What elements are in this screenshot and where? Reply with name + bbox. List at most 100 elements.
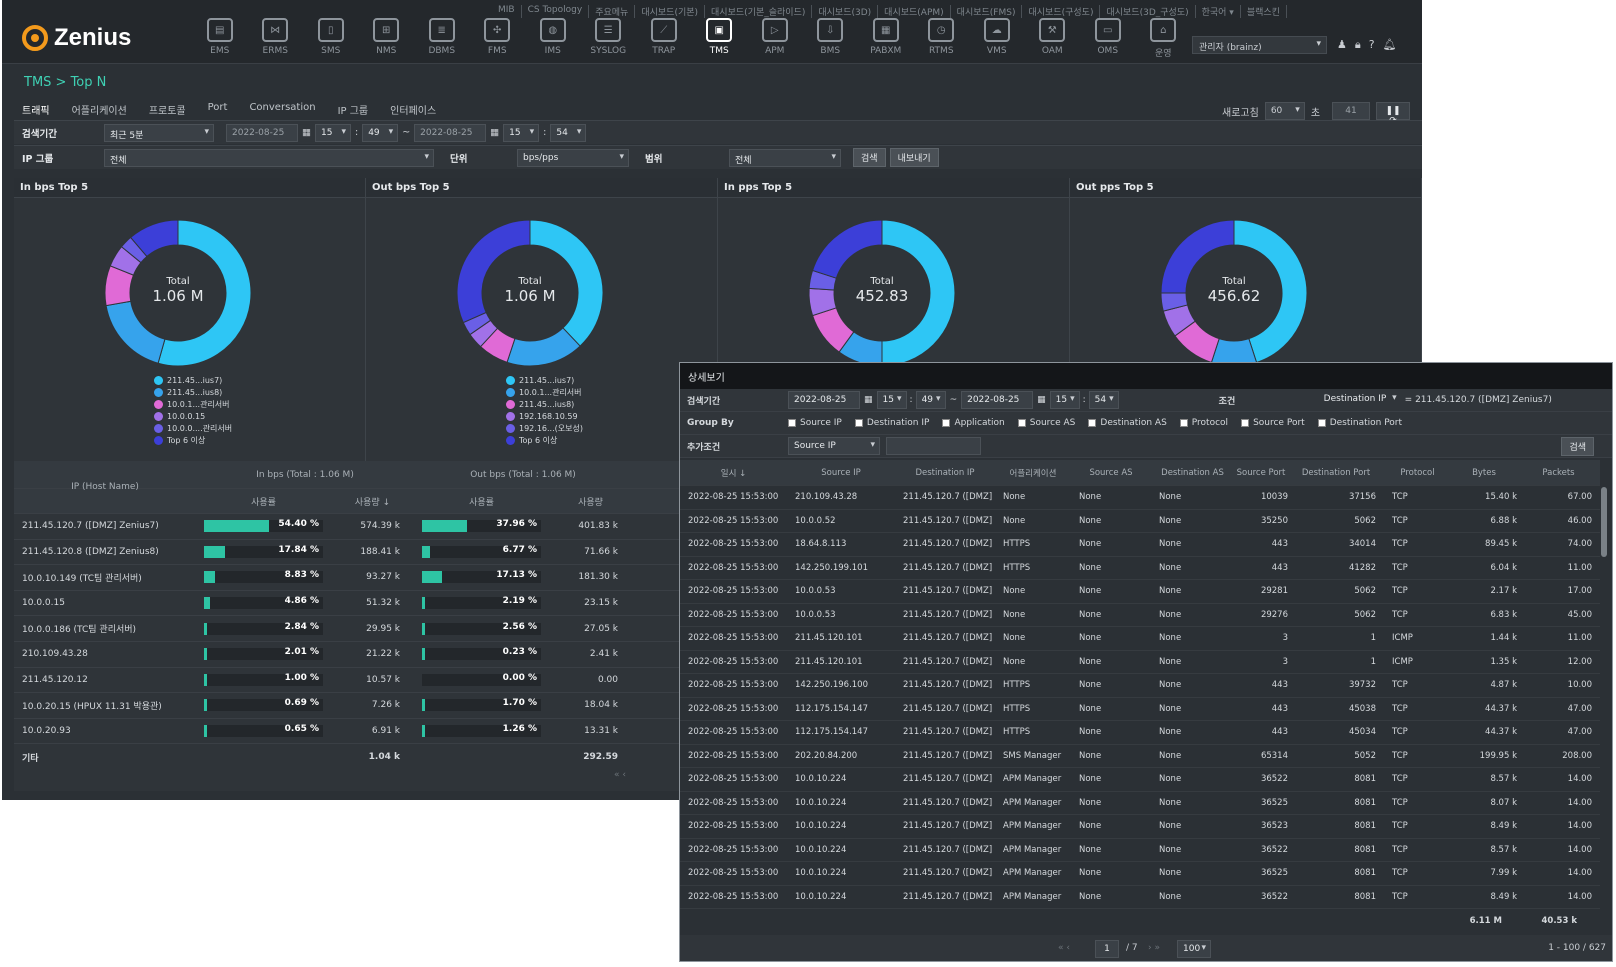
module-운영[interactable]: ⌂ 운영	[1136, 18, 1192, 59]
end-minute-select[interactable]: 54	[550, 123, 587, 142]
top-link[interactable]: 대시보드(구성도)	[1022, 5, 1101, 18]
checkbox-box[interactable]	[942, 419, 951, 427]
module-ims[interactable]: ◍ IMS	[525, 18, 581, 59]
groupby-checkbox[interactable]: Destination IP	[854, 418, 929, 428]
pager-next-last[interactable]: › »	[1148, 943, 1160, 953]
grid-row[interactable]: 2022-08-25 15:53:00 142.250.196.100 211.45…	[680, 674, 1600, 698]
checkbox-box[interactable]	[1317, 419, 1326, 427]
top-link[interactable]: 대시보드(3D_구성도)	[1100, 5, 1196, 18]
module-syslog[interactable]: ☰ SYSLOG	[581, 18, 637, 59]
bell-icon[interactable]: 🔔︎	[1382, 38, 1397, 51]
grid-row[interactable]: 2022-08-25 15:53:00 210.109.43.28 211.45.1…	[680, 486, 1600, 510]
grid-header-cell[interactable]: Source AS	[1089, 467, 1133, 478]
legend-item[interactable]: 10.0.1...관리서버	[154, 398, 232, 410]
checkbox-box[interactable]	[1017, 419, 1026, 427]
grid-row[interactable]: 2022-08-25 15:53:00 202.20.84.200 211.45.1…	[680, 745, 1600, 768]
module-bms[interactable]: ⇩ BMS	[803, 18, 859, 59]
donut-slice[interactable]	[811, 219, 883, 279]
page-input[interactable]: 1	[1095, 940, 1119, 958]
module-pabxm[interactable]: ▦ PABXM	[858, 18, 914, 59]
donut-slice[interactable]	[129, 219, 179, 258]
end-date-input[interactable]: 2022-08-25	[414, 123, 487, 142]
grid-row[interactable]: 2022-08-25 15:53:00 142.250.199.101 211.45…	[680, 557, 1600, 580]
calendar-icon[interactable]: ▦	[1037, 395, 1046, 405]
legend-item[interactable]: 10.0.0....관리서버	[154, 422, 232, 434]
period-select[interactable]: 최근 5분	[104, 123, 214, 142]
end-hour-select[interactable]: 15	[503, 123, 540, 142]
grid-header-cell[interactable]: Destination Port	[1301, 467, 1371, 478]
start-hour-select[interactable]: 15	[314, 123, 351, 142]
tab-5[interactable]: IP 그룹	[337, 106, 369, 117]
grid-header-cell[interactable]: Destination AS	[1161, 467, 1224, 478]
grid-header-cell[interactable]: 어플리케이션	[1009, 468, 1057, 479]
page-size-select[interactable]: 100	[1177, 940, 1211, 958]
grid-row[interactable]: 2022-08-25 15:53:00 10.0.0.53 211.45.120.7…	[680, 580, 1600, 604]
legend-item[interactable]: 10.0.0.15	[154, 410, 232, 422]
groupby-checkbox[interactable]: Protocol	[1179, 418, 1228, 428]
grid-row[interactable]: 2022-08-25 15:53:00 10.0.0.53 211.45.120.7…	[680, 604, 1600, 627]
module-vms[interactable]: ☁ VMS	[969, 18, 1025, 59]
dialog-search-button[interactable]: 검색	[1561, 436, 1594, 456]
dialog-end-minute[interactable]: 54	[1088, 391, 1119, 409]
grid-row[interactable]: 2022-08-25 15:53:00 10.0.10.224 211.45.120…	[680, 886, 1600, 909]
pager-first-prev[interactable]: « ‹	[1058, 943, 1070, 953]
grid-header-cell[interactable]: Source IP	[821, 467, 861, 478]
top-link[interactable]: 대시보드(기본_슬라이드)	[705, 5, 813, 18]
brand-logo[interactable]: Zenius	[22, 24, 131, 52]
out-use-header[interactable]: 사용량	[578, 497, 603, 508]
dialog-condition-select[interactable]: Destination IP	[1318, 391, 1401, 409]
top-link[interactable]: CS Topology	[522, 5, 590, 18]
grid-row[interactable]: 2022-08-25 15:53:00 10.0.10.224 211.45.120…	[680, 815, 1600, 839]
groupby-checkbox[interactable]: Source IP	[788, 418, 842, 428]
tab-3[interactable]: Port	[207, 102, 228, 113]
search-button[interactable]: 검색	[853, 148, 886, 167]
grid-row[interactable]: 2022-08-25 15:53:00 10.0.0.52 211.45.120.7…	[680, 510, 1600, 533]
extra-condition-input[interactable]	[886, 437, 981, 455]
checkbox-box[interactable]	[854, 419, 863, 427]
module-ems[interactable]: ▤ EMS	[192, 18, 248, 59]
dialog-end-date[interactable]: 2022-08-25	[961, 391, 1034, 409]
module-erms[interactable]: ⋈ ERMS	[248, 18, 304, 59]
calendar-icon[interactable]: ▦	[490, 127, 500, 138]
checkbox-box[interactable]	[788, 419, 796, 427]
grid-row[interactable]: 2022-08-25 15:53:00 211.45.120.101 211.45.…	[680, 627, 1600, 651]
range-select[interactable]: 전체	[729, 148, 841, 167]
start-minute-select[interactable]: 49	[362, 123, 399, 142]
top-link[interactable]: 대시보드(APM)	[878, 5, 951, 18]
top-link[interactable]: 대시보드(FMS)	[951, 5, 1023, 18]
grid-row[interactable]: 2022-08-25 15:53:00 211.45.120.101 211.45.…	[680, 651, 1600, 674]
top-link[interactable]: MIB	[492, 5, 522, 18]
groupby-checkbox[interactable]: Application	[942, 418, 1005, 428]
legend-item[interactable]: Top 6 이상	[154, 434, 232, 446]
checkbox-box[interactable]	[1179, 419, 1188, 427]
legend-item[interactable]: 211.45...ius8)	[506, 398, 583, 410]
grid-header-cell[interactable]: 일시 ↓	[720, 468, 747, 479]
dialog-start-date[interactable]: 2022-08-25	[788, 391, 860, 409]
grid-header-cell[interactable]: Bytes	[1472, 467, 1496, 478]
donut-slice[interactable]	[456, 219, 531, 324]
groupby-checkbox[interactable]: Destination Port	[1317, 418, 1402, 428]
legend-item[interactable]: 192.16...(오보성)	[506, 422, 583, 434]
donut-slice[interactable]	[157, 219, 252, 367]
in-use-header[interactable]: 사용량 ↓	[354, 497, 391, 508]
calendar-icon[interactable]: ▦	[864, 395, 873, 405]
module-rtms[interactable]: ◷ RTMS	[914, 18, 970, 59]
module-fms[interactable]: ✣ FMS	[470, 18, 526, 59]
legend-item[interactable]: 211.45...ius7)	[506, 374, 583, 386]
legend-item[interactable]: 211.45...ius8)	[154, 386, 232, 398]
start-date-input[interactable]: 2022-08-25	[226, 123, 298, 142]
ip-group-select[interactable]: 전체	[104, 148, 434, 167]
top-link[interactable]: 대시보드(기본)	[635, 5, 706, 18]
checkbox-box[interactable]	[1088, 419, 1097, 427]
module-apm[interactable]: ▷ APM	[747, 18, 803, 59]
table-pager-arrows[interactable]: « ‹	[614, 770, 626, 780]
export-button[interactable]: 내보내기	[889, 148, 939, 167]
top-link[interactable]: 한국어 ▾	[1196, 5, 1241, 18]
unit-select[interactable]: bps/pps	[517, 148, 629, 167]
legend-item[interactable]: Top 6 이상	[506, 434, 583, 446]
grid-scrollbar[interactable]	[1601, 487, 1607, 557]
groupby-checkbox[interactable]: Source AS	[1017, 418, 1075, 428]
user-select[interactable]: 관리자 (brainz)	[1192, 36, 1327, 54]
pause-refresh-button[interactable]: ❚❚ ⟳	[1376, 102, 1411, 126]
grid-header-cell[interactable]: Protocol	[1400, 467, 1435, 478]
